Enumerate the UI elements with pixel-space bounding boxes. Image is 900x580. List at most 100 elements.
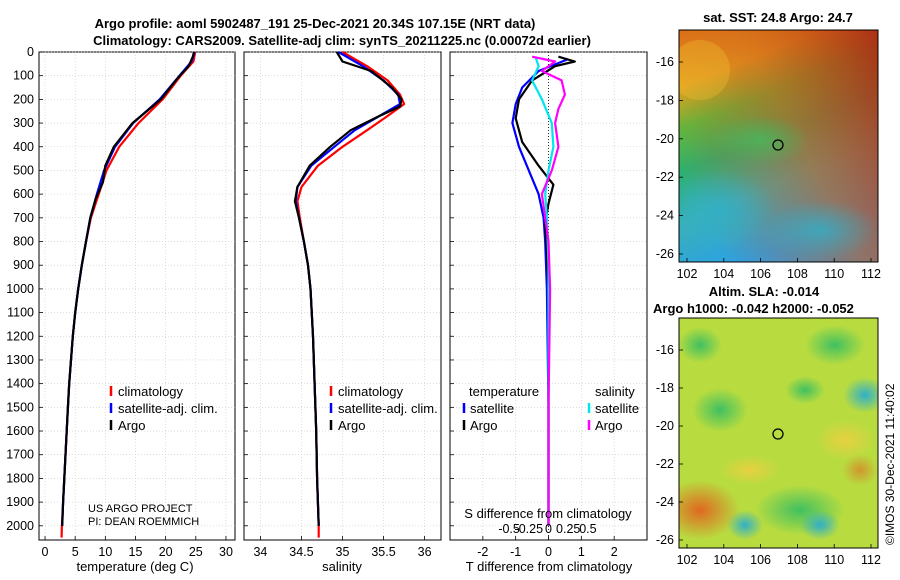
legend-sal-argo-label: Argo — [595, 418, 622, 433]
legend-argo-label: Argo — [118, 418, 145, 433]
map-y-tick-label: -24 — [656, 209, 674, 223]
difference-x-tick-label: 1 — [578, 545, 585, 559]
map-x-tick-label: 104 — [713, 267, 734, 281]
map-x-tick-label: 112 — [861, 553, 881, 567]
temperature-x-tick-label: 25 — [189, 545, 203, 559]
sst-map-image — [679, 30, 878, 262]
salinity-diff-tick-label: 0.25 — [556, 522, 580, 536]
depth-tick-label: 400 — [13, 140, 34, 154]
salinity-diff-tick-label: 0.5 — [579, 522, 596, 536]
salinity-diff-tick-label: 0 — [545, 522, 552, 536]
map-y-tick-label: -24 — [656, 495, 674, 509]
map-y-tick-label: -18 — [656, 381, 674, 395]
legend-temp-satellite-label: satellite — [470, 401, 514, 416]
legend-satellite-label: satellite-adj. clim. — [338, 401, 438, 416]
difference-xlabel-salinity: S difference from climatology — [464, 506, 632, 521]
temperature-legend: climatology satellite-adj. clim. Argo — [109, 384, 218, 433]
figure-title-line1: Argo profile: aoml 5902487_191 25-Dec-20… — [95, 16, 536, 31]
depth-tick-label: 700 — [13, 211, 34, 225]
depth-tick-label: 1900 — [6, 495, 34, 509]
salinity-diff-tick-label: -0.25 — [515, 522, 544, 536]
salinity-legend: climatology satellite-adj. clim. Argo — [329, 384, 438, 433]
sla-float-marker — [772, 428, 784, 440]
temperature-x-tick-label: 15 — [129, 545, 143, 559]
salinity-xlabel: salinity — [322, 559, 362, 574]
map-y-tick-label: -22 — [656, 170, 674, 184]
depth-tick-label: 900 — [13, 258, 34, 272]
series-layer — [60, 51, 576, 538]
legend-satellite-label: satellite-adj. clim. — [118, 401, 218, 416]
sst-map-ticks: 102 104 106 108 110 112 -16 -18 -20 -22 -24 -26 — [656, 55, 881, 281]
map-y-tick-label: -22 — [656, 457, 674, 471]
temperature-panel-frame — [38, 51, 236, 541]
salinity-series-argo — [293, 51, 403, 526]
legend-salinity-heading: salinity — [595, 384, 635, 399]
difference-x-tick-label: 0 — [545, 545, 552, 559]
depth-tick-label: 200 — [13, 92, 34, 106]
difference-xlabel-temperature: T difference from climatology — [466, 559, 633, 574]
temperature-xlabel: temperature (deg C) — [76, 559, 193, 574]
difference-legend: temperature salinity satellite Argo sate… — [462, 384, 639, 433]
sst-float-marker — [772, 139, 784, 151]
depth-tick-label: 1700 — [6, 448, 34, 462]
difference-series-temperature-argo — [514, 55, 576, 526]
salinity-series-climatology — [296, 51, 406, 538]
depth-tick-label: 0 — [27, 45, 34, 59]
map-x-tick-label: 106 — [750, 267, 771, 281]
map-x-tick-label: 112 — [861, 267, 881, 281]
project-credit: US ARGO PROJECT — [88, 503, 193, 515]
legend-temp-argo-label: Argo — [470, 418, 497, 433]
map-y-tick-label: -18 — [656, 93, 674, 107]
depth-tick-label: 1400 — [6, 377, 34, 391]
map-x-tick-label: 110 — [824, 553, 844, 567]
sst-map-frame — [678, 29, 879, 263]
depth-tick-label: 1000 — [6, 282, 34, 296]
map-x-tick-label: 104 — [713, 553, 734, 567]
salinity-x-tick-label: 34.5 — [289, 545, 313, 559]
temperature-x-tick-label: 10 — [98, 545, 112, 559]
map-x-tick-label: 102 — [677, 553, 698, 567]
temperature-series-climatology — [60, 51, 197, 538]
temperature-x-tick-label: 5 — [72, 545, 79, 559]
depth-tick-label: 100 — [13, 69, 34, 83]
x-tick-layer: 0 5 10 15 20 25 30 34 34.5 35 35.5 36 -2 -1 0 1 2 -0.5-0.… — [42, 522, 618, 559]
salinity-diff-tick-label: -0.5 — [498, 522, 520, 536]
depth-tick-label: 800 — [13, 235, 34, 249]
salinity-x-tick-label: 35.5 — [371, 545, 395, 559]
sla-map-title-line2: Argo h1000: -0.042 h2000: -0.052 — [653, 301, 854, 316]
salinity-x-tick-label: 35 — [336, 545, 350, 559]
salinity-x-tick-label: 34 — [253, 545, 267, 559]
legend-sal-satellite-label: satellite — [595, 401, 639, 416]
sla-map-ticks: 102 104 106 108 110 112 -16 -18 -20 -22 -24 -26 — [656, 343, 881, 567]
legend-climatology-label: climatology — [118, 384, 184, 399]
sla-map-image — [679, 318, 878, 548]
difference-x-tick-label: 2 — [611, 545, 618, 559]
pi-credit: PI: DEAN ROEMMICH — [88, 516, 199, 528]
difference-x-tick-label: -1 — [510, 545, 521, 559]
depth-tick-label: 600 — [13, 187, 34, 201]
imos-watermark: ©IMOS 30-Dec-2021 11:40:02 — [883, 383, 897, 545]
salinity-x-tick-label: 36 — [418, 545, 432, 559]
depth-tick-label: 300 — [13, 116, 34, 130]
difference-x-tick-label: -2 — [477, 545, 488, 559]
sla-map-frame — [678, 317, 879, 549]
depth-tick-label: 1600 — [6, 424, 34, 438]
map-y-tick-label: -16 — [656, 55, 674, 69]
temperature-x-tick-label: 30 — [219, 545, 233, 559]
temperature-x-tick-label: 20 — [159, 545, 173, 559]
depth-tick-label: 1500 — [6, 400, 34, 414]
temperature-series-argo — [61, 51, 196, 526]
difference-series-salinity-argo — [531, 55, 567, 526]
map-y-tick-label: -16 — [656, 343, 674, 357]
depth-tick-label: 1800 — [6, 471, 34, 485]
depth-tick-label: 2000 — [6, 519, 34, 533]
legend-temperature-heading: temperature — [469, 384, 539, 399]
map-y-tick-label: -20 — [656, 132, 674, 146]
depth-tick-label: 1300 — [6, 353, 34, 367]
temperature-x-tick-label: 0 — [42, 545, 49, 559]
depth-tick-label: 1100 — [7, 306, 34, 320]
legend-argo-label: Argo — [338, 418, 365, 433]
depth-tick-label: 1200 — [6, 329, 34, 343]
sla-map-title-line1: Altim. SLA: -0.014 — [709, 284, 820, 299]
